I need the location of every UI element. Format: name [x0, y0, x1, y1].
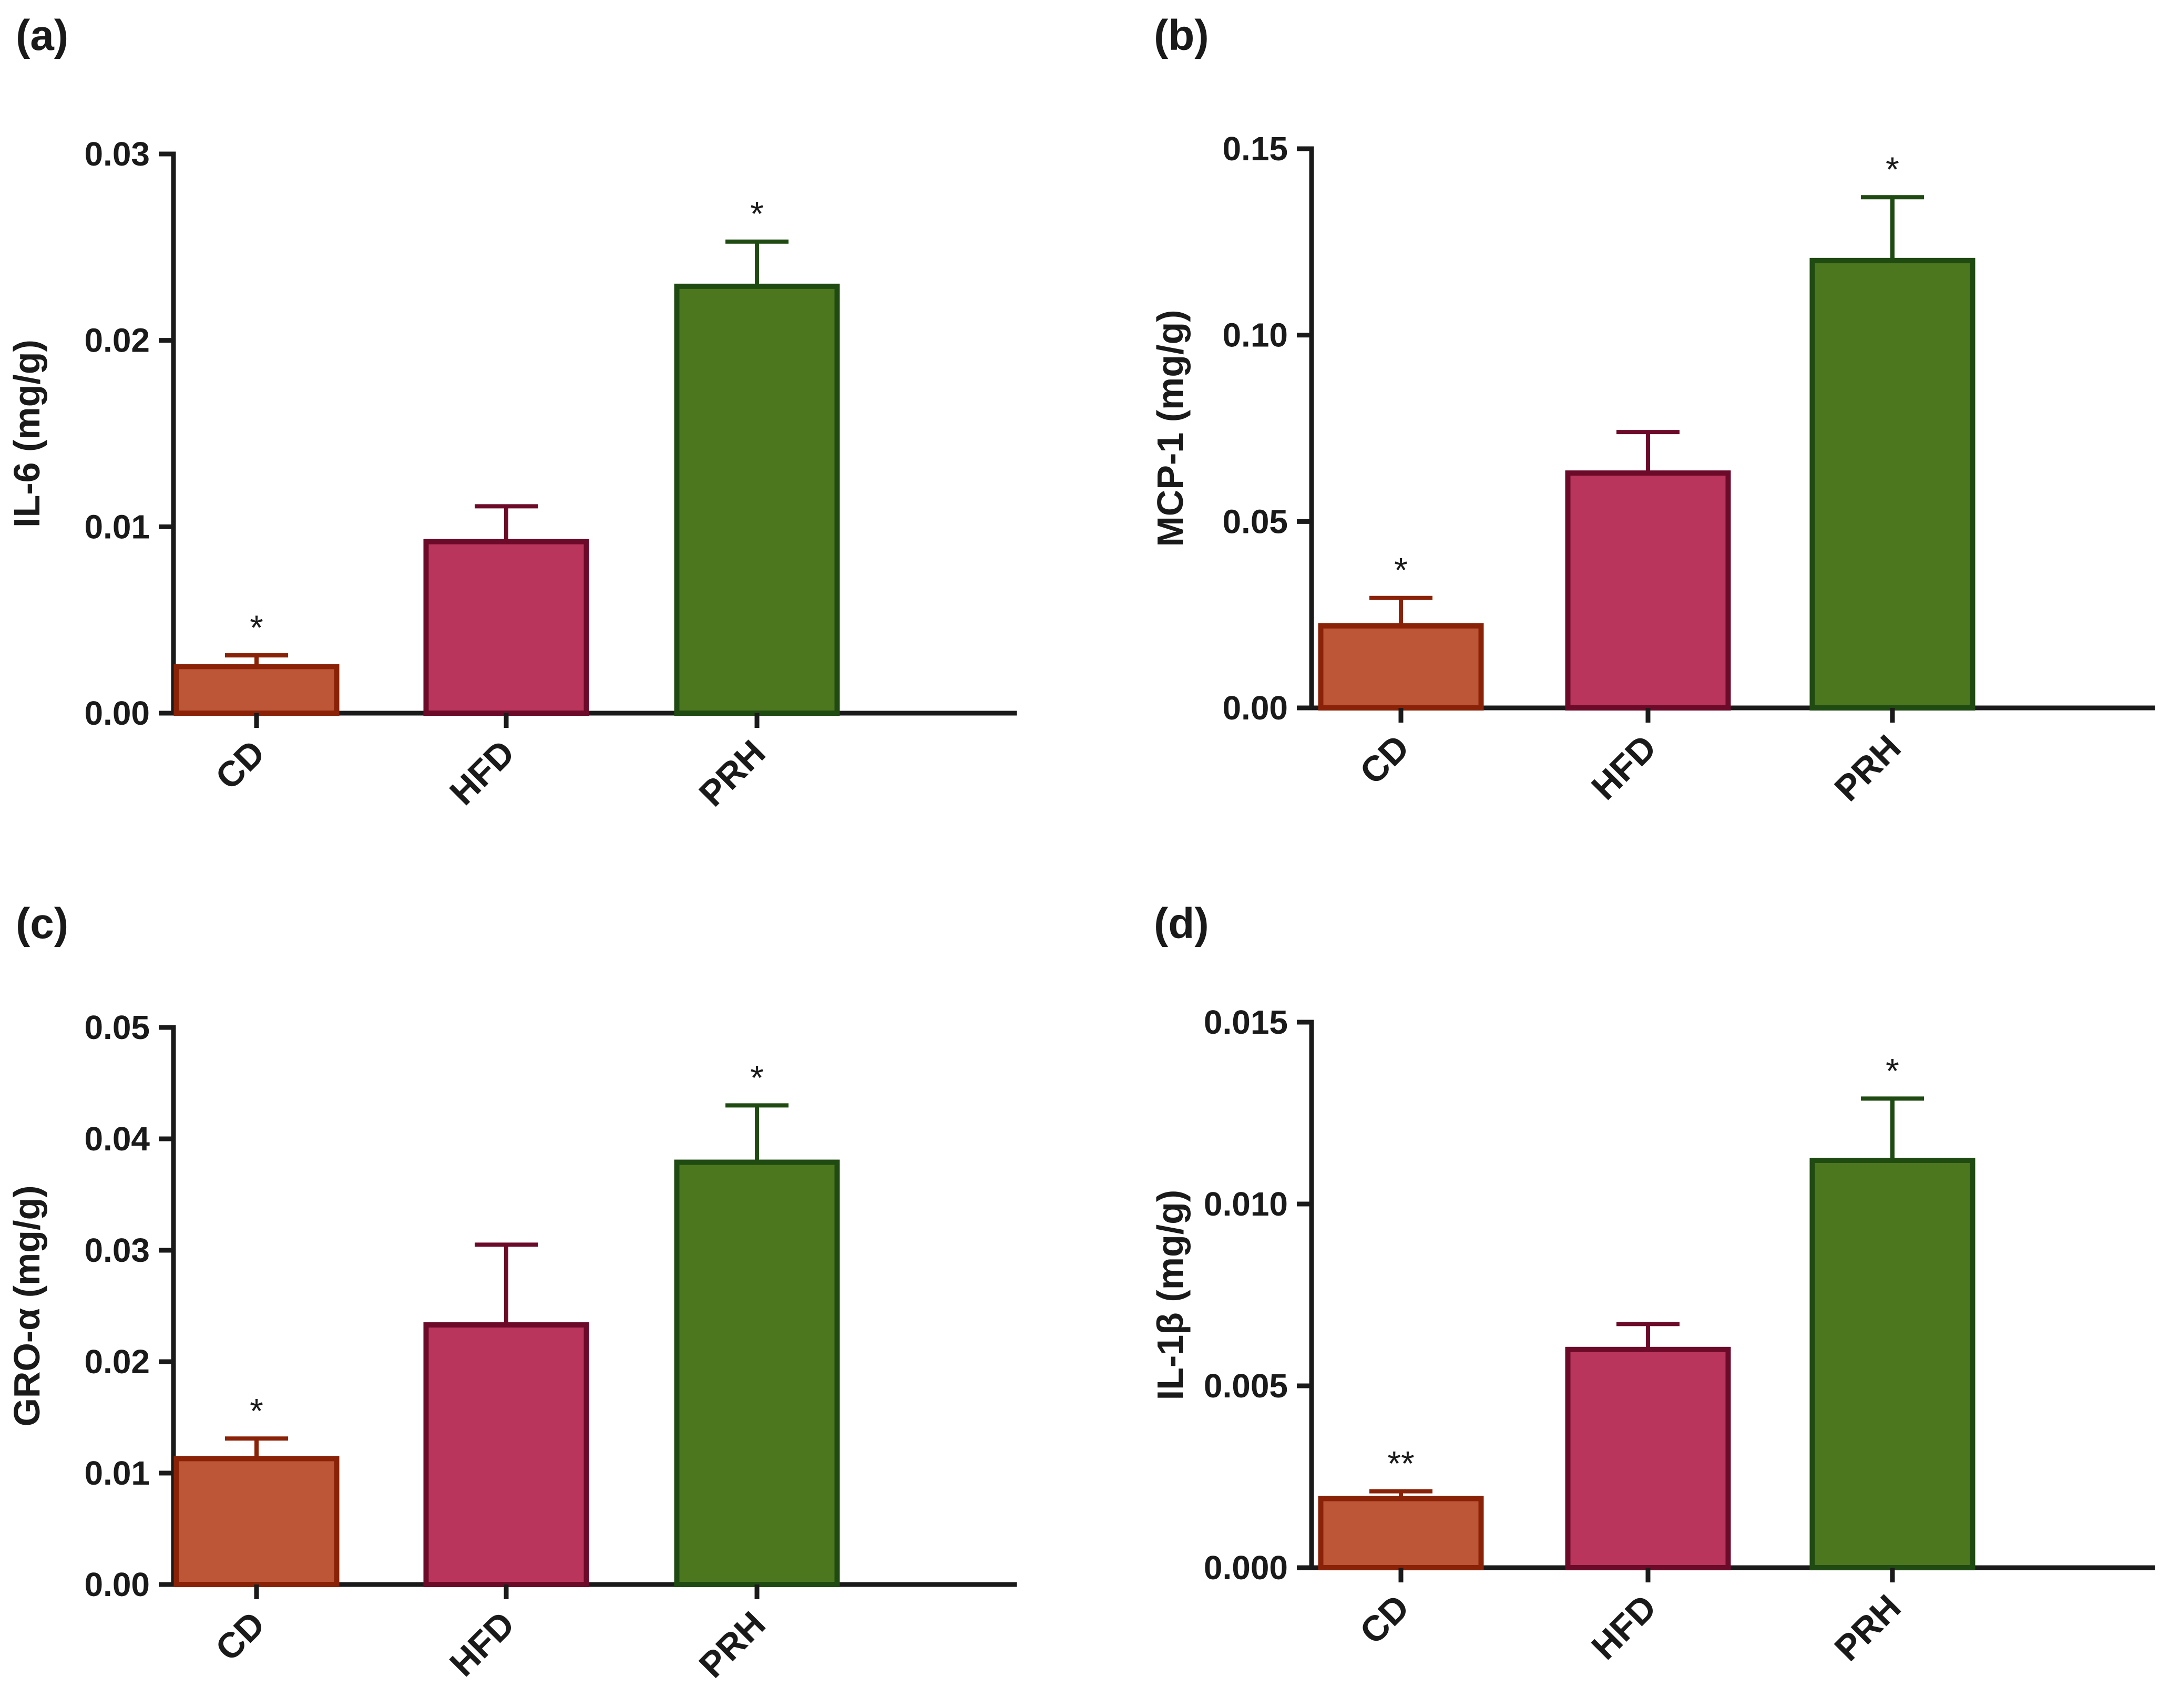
- y-tick-label: 0.000: [1204, 1549, 1288, 1587]
- x-tick-label-hfd: HFD: [442, 733, 523, 813]
- y-tick-label: 0.00: [84, 694, 150, 732]
- y-tick-label: 0.010: [1204, 1185, 1288, 1223]
- bar-cd: [173, 664, 340, 716]
- x-tick-label-cd: CD: [208, 1604, 272, 1669]
- x-tick-label-hfd: HFD: [442, 1604, 523, 1684]
- bar-hfd: [423, 539, 589, 716]
- y-tick-label: 0.05: [1222, 502, 1288, 540]
- bar-cd: [1318, 623, 1484, 711]
- significance-marker-prh: *: [1886, 150, 1899, 189]
- bar-cd: [1318, 1496, 1484, 1571]
- panel-label: (d): [1154, 900, 1209, 948]
- y-tick-label: 0.03: [84, 135, 150, 173]
- x-tick-label-prh: PRH: [691, 733, 773, 814]
- significance-marker-prh: *: [750, 194, 764, 233]
- x-tick-label-cd: CD: [1352, 1587, 1417, 1652]
- x-tick-label-prh: PRH: [691, 1604, 773, 1685]
- panel-label: (c): [16, 900, 68, 948]
- bar-hfd: [1565, 470, 1731, 711]
- x-tick-label-prh: PRH: [1827, 1587, 1908, 1669]
- y-tick-label: 0.00: [1222, 689, 1288, 727]
- y-tick-label: 0.015: [1204, 1003, 1288, 1041]
- y-tick-label: 0.05: [84, 1009, 150, 1046]
- bar-prh: [674, 283, 840, 716]
- bar-hfd: [423, 1322, 589, 1588]
- y-axis-title: MCP-1 (mg/g): [1150, 310, 1191, 547]
- y-tick-label: 0.00: [84, 1566, 150, 1603]
- bar-prh: [1809, 258, 1975, 711]
- chart-panel-d: (d) 0.000 0.005 0.010 0.015 IL-1β (mg/g) CD ** H…: [1150, 900, 2155, 1669]
- bar-cd: [173, 1456, 340, 1587]
- x-tick-label-hfd: HFD: [1584, 727, 1664, 808]
- y-axis-title: GRO-α (mg/g): [6, 1185, 47, 1426]
- panel-label: (a): [16, 12, 68, 59]
- significance-marker-cd: *: [1394, 551, 1408, 590]
- bar-hfd: [1565, 1346, 1731, 1571]
- x-tick-label-cd: CD: [208, 733, 272, 797]
- panel-label: (b): [1154, 12, 1209, 59]
- y-tick-label: 0.10: [1222, 316, 1288, 354]
- y-tick-label: 0.02: [84, 322, 150, 359]
- y-tick-label: 0.03: [84, 1231, 150, 1269]
- chart-panel-c: (c) 0.00 0.01 0.02 0.03 0.04 0.05 GRO-α (mg/g) C…: [6, 900, 1017, 1685]
- y-tick-label: 0.04: [84, 1120, 150, 1158]
- chart-panel-a: (a) 0.00 0.01 0.02 0.03 IL-6 (mg/g) CD * HFD PRH *: [6, 12, 1017, 814]
- x-tick-label-prh: PRH: [1827, 727, 1908, 809]
- y-axis-title: IL-1β (mg/g): [1150, 1190, 1191, 1400]
- chart-panel-b: (b) 0.00 0.05 0.10 0.15 MCP-1 (mg/g) CD * HFD PRH…: [1150, 12, 2155, 809]
- significance-marker-cd: **: [1387, 1444, 1414, 1483]
- y-tick-label: 0.01: [84, 508, 150, 546]
- y-tick-label: 0.02: [84, 1343, 150, 1381]
- y-tick-label: 0.15: [1222, 130, 1288, 168]
- y-tick-label: 0.01: [84, 1454, 150, 1492]
- significance-marker-cd: *: [250, 1391, 263, 1430]
- bar-prh: [674, 1159, 840, 1587]
- x-tick-label-hfd: HFD: [1584, 1587, 1664, 1668]
- bar-prh: [1809, 1157, 1975, 1570]
- x-tick-label-cd: CD: [1352, 727, 1417, 792]
- significance-marker-prh: *: [750, 1058, 764, 1097]
- y-axis-title: IL-6 (mg/g): [6, 339, 47, 528]
- y-tick-label: 0.005: [1204, 1367, 1288, 1405]
- significance-marker-cd: *: [250, 608, 263, 647]
- significance-marker-prh: *: [1886, 1051, 1899, 1090]
